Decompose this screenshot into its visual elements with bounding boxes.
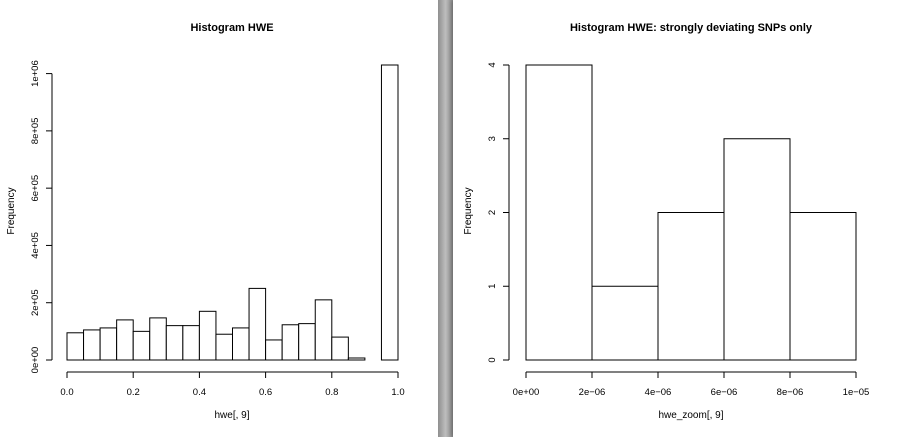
histogram-bar <box>380 64 399 361</box>
x-tick-label: 0e+00 <box>513 387 540 398</box>
histogram-bar <box>99 327 118 361</box>
histogram-bar <box>723 138 791 361</box>
histogram-hwe: Histogram HWE 0.0 0.2 0.4 0.6 0.8 1.0 0e+00 2e+0… <box>6 22 405 421</box>
histogram-bar <box>182 325 200 361</box>
y-axis-label: Frequency <box>463 187 474 234</box>
x-tick-label: 0.4 <box>193 387 206 398</box>
histogram-bar <box>132 330 151 361</box>
histogram-bar <box>215 333 233 361</box>
y-tick-label: 0 <box>487 357 498 362</box>
histogram-bar <box>232 327 250 361</box>
histogram-bar <box>298 323 316 361</box>
histogram-hwe-zoom: Histogram HWE: strongly deviating SNPs o… <box>463 22 870 421</box>
x-tick-label: 0.6 <box>259 387 272 398</box>
histogram-bar <box>789 212 857 361</box>
histogram-bar <box>314 299 333 361</box>
y-axis-label: Frequency <box>6 187 17 234</box>
histogram-bar <box>165 325 184 361</box>
x-tick-label: 1e−05 <box>843 387 870 398</box>
histogram-bar <box>116 319 134 361</box>
x-tick-label: 2e−06 <box>579 387 606 398</box>
x-tick-label: 1.0 <box>391 387 404 398</box>
histogram-bar <box>66 332 85 361</box>
chart-title: Histogram HWE: strongly deviating SNPs o… <box>570 22 813 34</box>
x-tick-label: 8e−06 <box>777 387 804 398</box>
chart-title: Histogram HWE <box>190 22 273 34</box>
y-tick-label: 4 <box>487 62 498 67</box>
y-tick-label: 1 <box>487 284 498 289</box>
x-axis-label: hwe[, 9] <box>214 410 249 421</box>
x-axis-label: hwe_zoom[, 9] <box>658 410 723 421</box>
y-tick-label: 6e+05 <box>30 175 41 202</box>
left-plot-panel: Histogram HWE 0.0 0.2 0.4 0.6 0.8 1.0 0e+00 2e+0… <box>0 0 438 437</box>
x-tick-label: 6e−06 <box>711 387 738 398</box>
histogram-bar <box>149 317 167 361</box>
histogram-bar <box>281 324 300 361</box>
x-tick-label: 0.2 <box>127 387 140 398</box>
y-tick-label: 8e+05 <box>30 118 41 145</box>
right-plot-panel: Histogram HWE: strongly deviating SNPs o… <box>453 0 900 437</box>
histogram-bar <box>248 287 267 361</box>
histogram-bar <box>591 285 659 361</box>
y-tick-label: 4e+05 <box>30 232 41 259</box>
histogram-bar <box>525 64 593 361</box>
y-tick-label: 1e+06 <box>30 60 41 87</box>
x-tick-label: 4e−06 <box>645 387 672 398</box>
y-tick-label: 2e+05 <box>30 289 41 316</box>
histogram-bar <box>331 336 349 361</box>
histogram-bar <box>198 310 217 361</box>
x-tick-label: 0.0 <box>60 387 73 398</box>
histogram-bar <box>657 212 725 361</box>
histogram-bar <box>83 329 101 361</box>
histogram-bar <box>347 357 366 361</box>
y-tick-label: 3 <box>487 136 498 141</box>
y-tick-label: 2 <box>487 210 498 215</box>
x-tick-label: 0.8 <box>325 387 338 398</box>
histogram-bar <box>265 339 283 361</box>
y-tick-label: 0e+00 <box>30 347 41 374</box>
panel-splitter[interactable] <box>438 0 453 437</box>
